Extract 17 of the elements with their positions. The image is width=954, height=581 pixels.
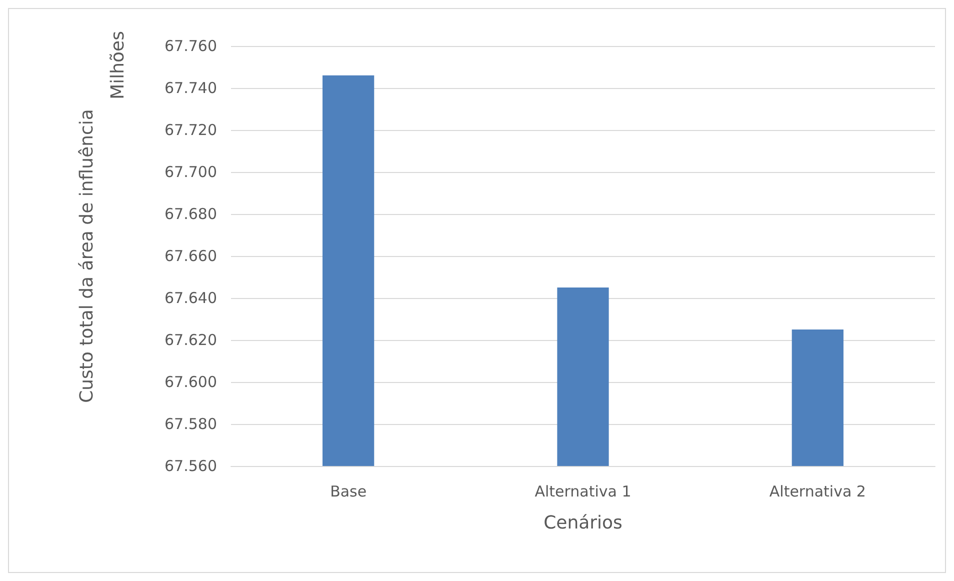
text: Milhões: [108, 31, 128, 100]
y-tick-label: 67.760: [164, 37, 217, 55]
y-tick-label: 67.740: [164, 79, 217, 97]
x-axis-title: Cenários: [544, 512, 622, 534]
x-tick-label: Alternativa 2: [769, 482, 866, 500]
y-tick-label: 67.560: [164, 457, 217, 475]
x-tick-label: Base: [330, 482, 367, 500]
y-tick-label: 67.600: [164, 373, 217, 391]
y-tick-label: 67.580: [164, 415, 217, 433]
y-axis-title: Custo total da área de influência: [76, 109, 98, 403]
y-tick-label: 67.660: [164, 247, 217, 265]
y-tick-label: 67.640: [164, 289, 217, 307]
y-tick-label: 67.700: [164, 163, 217, 181]
y-tick-label: 67.680: [164, 205, 217, 223]
x-tick-label: Alternativa 1: [534, 482, 632, 500]
y-tick-label: 67.620: [164, 331, 217, 349]
y-tick-label: 67.720: [164, 121, 217, 139]
